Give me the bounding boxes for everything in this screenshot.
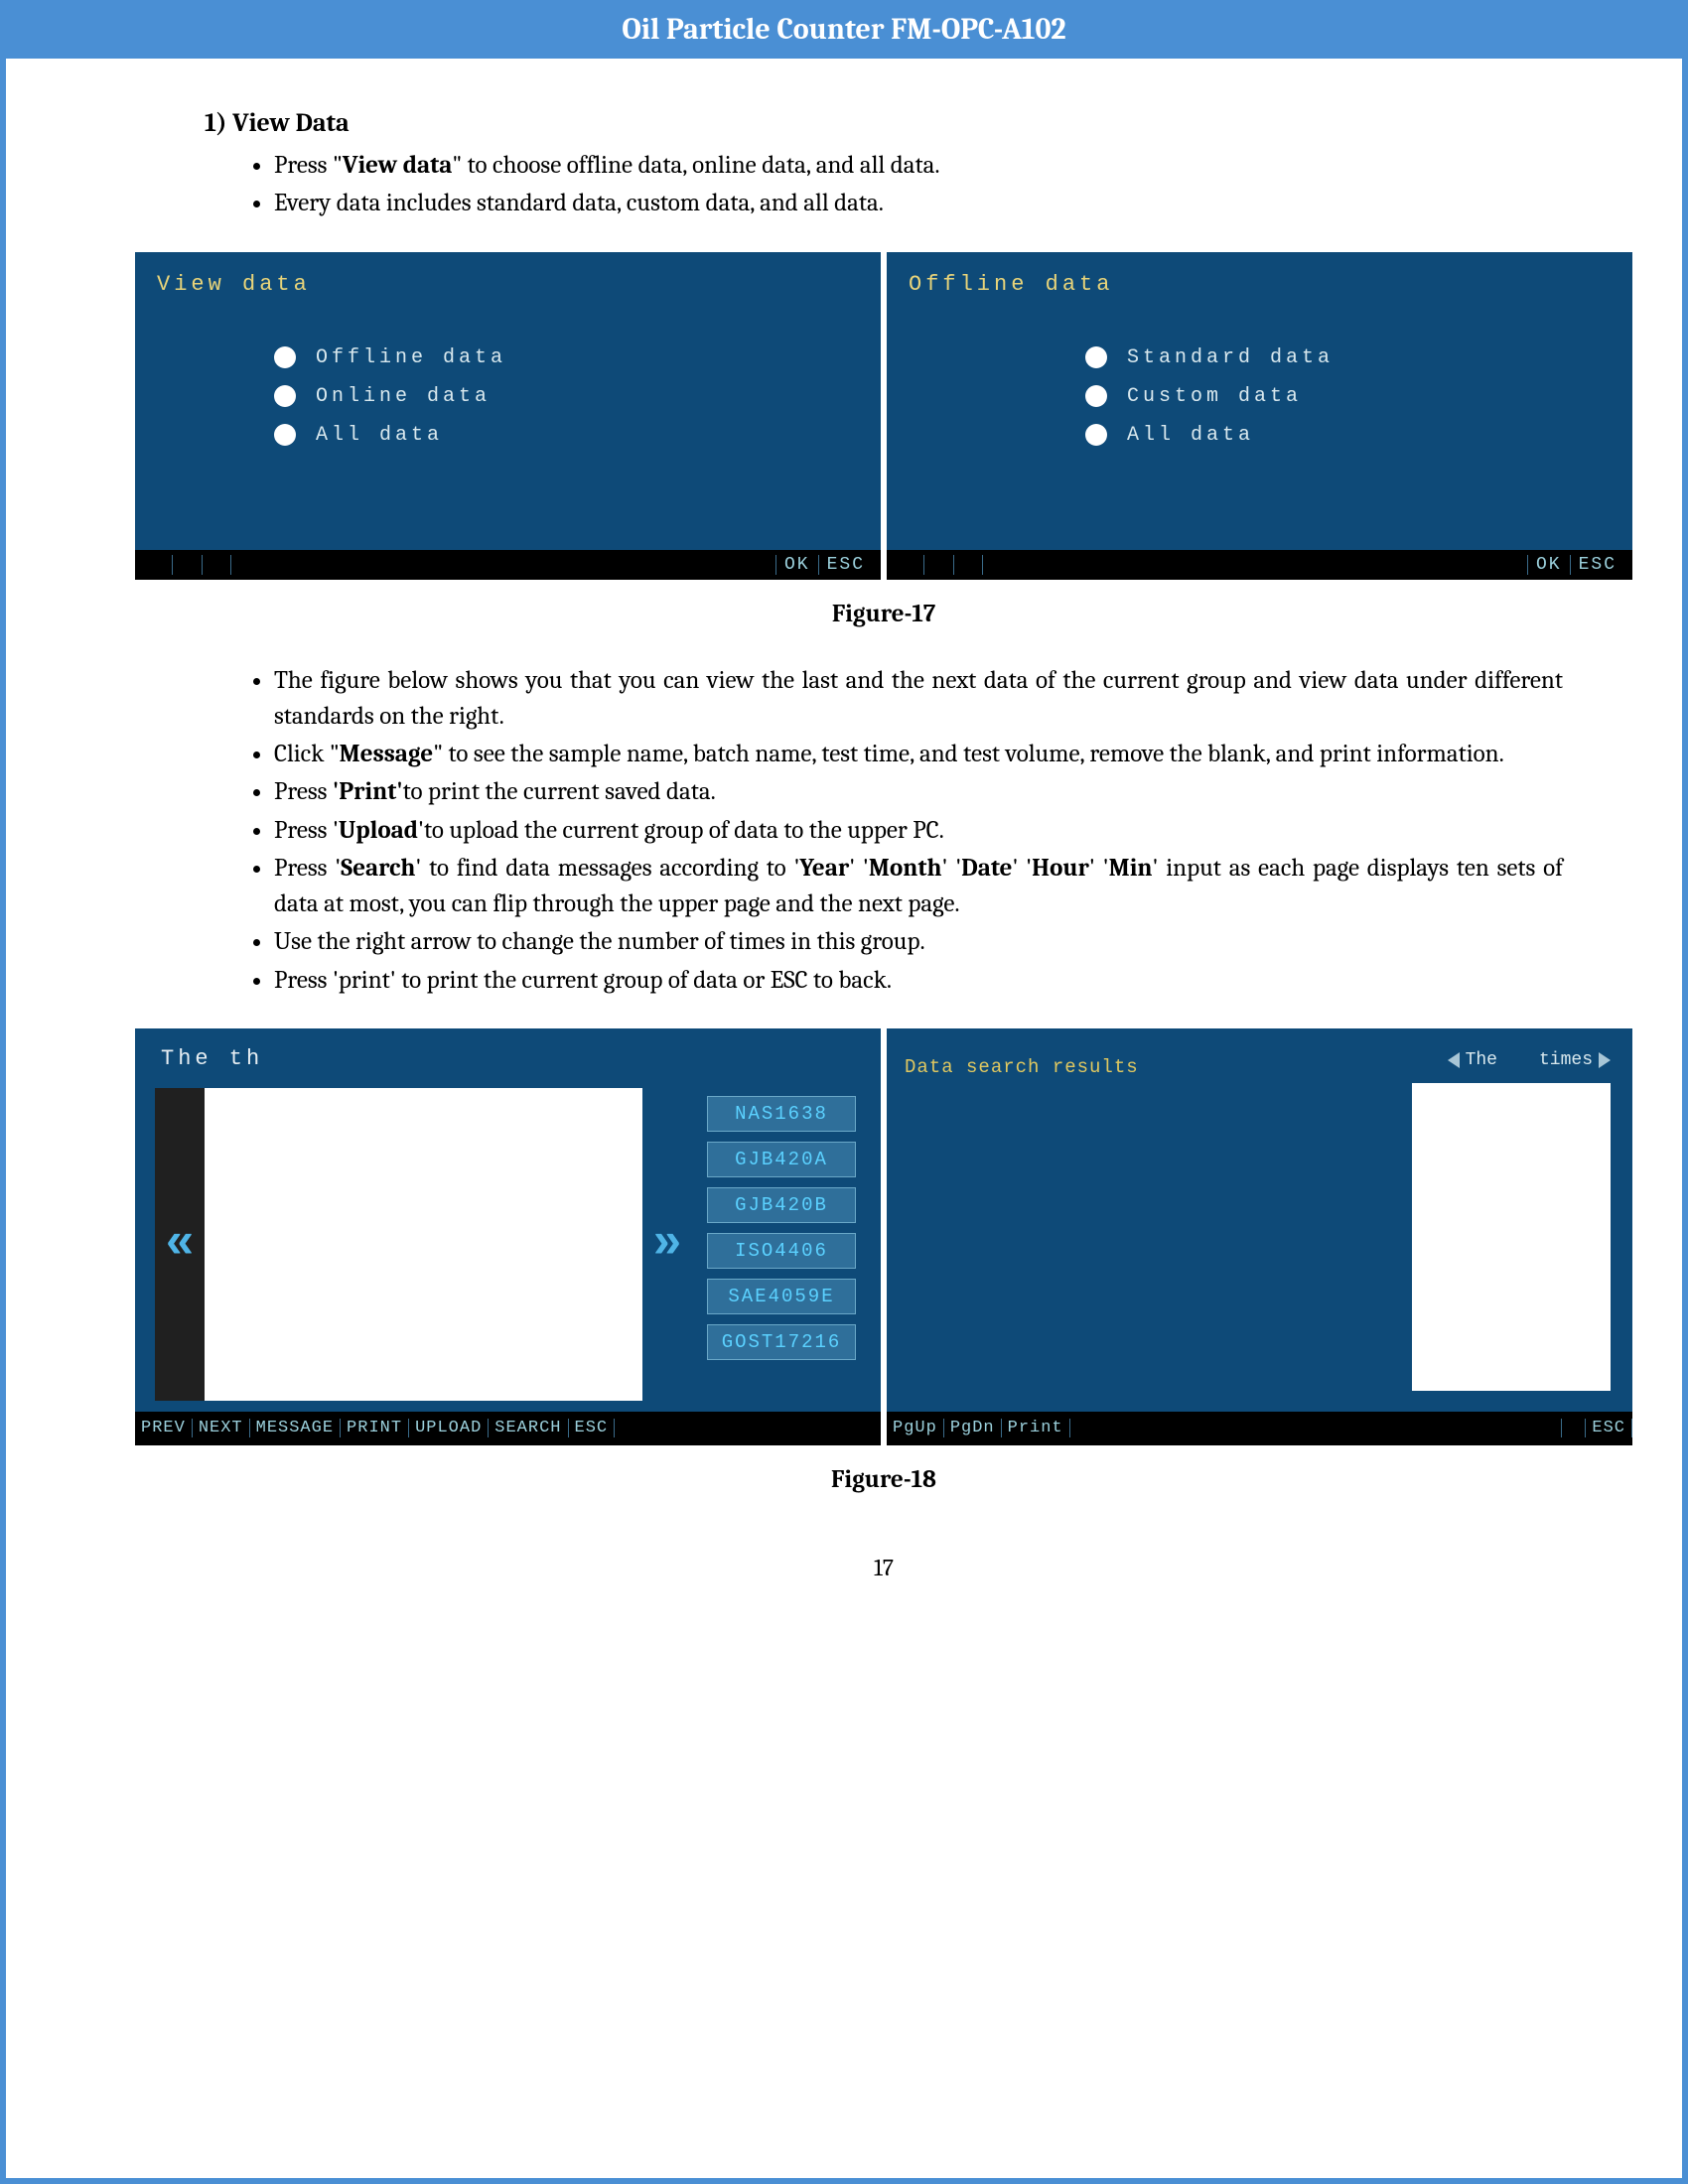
screen-title: View data: [157, 272, 311, 297]
list-item: Press 'Upload'to upload the current grou…: [274, 813, 1563, 849]
page-border: Oil Particle Counter FM-OPC-A102 1) View…: [0, 0, 1688, 2184]
radio-icon: [274, 424, 296, 446]
prev-button[interactable]: PREV: [135, 1419, 193, 1437]
radio-option[interactable]: All data: [274, 424, 506, 447]
results-title: Data search results: [905, 1056, 1139, 1078]
prev-arrow-icon[interactable]: «: [155, 1088, 205, 1401]
message-button[interactable]: MESSAGE: [250, 1419, 341, 1437]
standard-button[interactable]: GJB420A: [707, 1142, 856, 1177]
figure-17: View data Offline data Online data All d…: [135, 252, 1632, 580]
content-area: 1) View Data Press "View data" to choose…: [6, 59, 1682, 1581]
radio-list: Offline data Online data All data: [274, 346, 506, 463]
data-panel: [205, 1088, 642, 1401]
standard-button[interactable]: NAS1638: [707, 1096, 856, 1132]
figure-18: The th « » NAS1638 GJB420A GJB420B ISO44…: [135, 1028, 1632, 1445]
esc-button[interactable]: ESC: [569, 1419, 616, 1437]
esc-button[interactable]: ESC: [818, 555, 873, 575]
screen-data-viewer: The th « » NAS1638 GJB420A GJB420B ISO44…: [135, 1028, 881, 1445]
bottom-bar: OK ESC: [887, 550, 1632, 580]
section-title: 1) View Data: [205, 108, 1563, 138]
screen-search-results: Data search results The times PgUp PgDn …: [887, 1028, 1632, 1445]
standard-button[interactable]: SAE4059E: [707, 1279, 856, 1314]
esc-button[interactable]: ESC: [1586, 1419, 1632, 1437]
figure-17-caption: Figure-17: [205, 600, 1563, 628]
radio-icon: [1085, 346, 1107, 368]
radio-list: Standard data Custom data All data: [1085, 346, 1334, 463]
list-item: The figure below shows you that you can …: [274, 663, 1563, 736]
bullet-list-top: Press "View data" to choose offline data…: [274, 148, 1563, 222]
list-item: Use the right arrow to change the number…: [274, 924, 1563, 960]
radio-option[interactable]: Online data: [274, 385, 506, 408]
document-header: Oil Particle Counter FM-OPC-A102: [6, 0, 1682, 59]
standard-button[interactable]: GJB420B: [707, 1187, 856, 1223]
print-button[interactable]: PRINT: [341, 1419, 409, 1437]
ok-button[interactable]: OK: [775, 555, 818, 575]
search-button[interactable]: SEARCH: [489, 1419, 568, 1437]
list-item: Click "Message" to see the sample name, …: [274, 737, 1563, 772]
screen-view-data: View data Offline data Online data All d…: [135, 252, 881, 580]
esc-button[interactable]: ESC: [1570, 555, 1624, 575]
radio-icon: [274, 385, 296, 407]
list-item: Press 'print' to print the current group…: [274, 963, 1563, 999]
standards-column: NAS1638 GJB420A GJB420B ISO4406 SAE4059E…: [692, 1088, 861, 1401]
section-number: 1): [205, 108, 227, 138]
page-number: 17: [205, 1554, 1563, 1581]
left-arrow-icon[interactable]: [1448, 1052, 1460, 1068]
pgdn-button[interactable]: PgDn: [944, 1419, 1002, 1437]
list-item: Press 'Search' to find data messages acc…: [274, 851, 1563, 923]
bullet-list-mid: The figure below shows you that you can …: [274, 663, 1563, 999]
section-heading: View Data: [232, 108, 349, 138]
radio-option[interactable]: All data: [1085, 424, 1334, 447]
standard-button[interactable]: ISO4406: [707, 1233, 856, 1269]
group-index-label: The th: [161, 1046, 263, 1071]
bottom-bar: PgUp PgDn Print ESC: [887, 1412, 1632, 1445]
list-item: Press "View data" to choose offline data…: [274, 148, 1563, 184]
bottom-bar: OK ESC: [135, 550, 881, 580]
next-button[interactable]: NEXT: [193, 1419, 250, 1437]
upload-button[interactable]: UPLOAD: [409, 1419, 489, 1437]
radio-option[interactable]: Standard data: [1085, 346, 1334, 369]
radio-option[interactable]: Offline data: [274, 346, 506, 369]
times-stepper[interactable]: The times: [1448, 1050, 1611, 1070]
bottom-bar: PREV NEXT MESSAGE PRINT UPLOAD SEARCH ES…: [135, 1412, 881, 1445]
pgup-button[interactable]: PgUp: [887, 1419, 944, 1437]
screen-title: Offline data: [909, 272, 1113, 297]
right-arrow-icon[interactable]: [1599, 1052, 1611, 1068]
next-arrow-icon[interactable]: »: [642, 1088, 692, 1401]
print-button[interactable]: Print: [1002, 1419, 1070, 1437]
list-item: Press 'Print'to print the current saved …: [274, 774, 1563, 810]
list-item: Every data includes standard data, custo…: [274, 186, 1563, 221]
results-panel: [1412, 1083, 1611, 1391]
ok-button[interactable]: OK: [1527, 555, 1570, 575]
standard-button[interactable]: GOST17216: [707, 1324, 856, 1360]
figure-18-caption: Figure-18: [205, 1465, 1563, 1494]
radio-icon: [274, 346, 296, 368]
radio-icon: [1085, 424, 1107, 446]
header-title: Oil Particle Counter FM-OPC-A102: [622, 12, 1065, 47]
radio-option[interactable]: Custom data: [1085, 385, 1334, 408]
radio-icon: [1085, 385, 1107, 407]
viewer-body: « » NAS1638 GJB420A GJB420B ISO4406 SAE4…: [155, 1088, 861, 1401]
screen-offline-data: Offline data Standard data Custom data A…: [887, 252, 1632, 580]
